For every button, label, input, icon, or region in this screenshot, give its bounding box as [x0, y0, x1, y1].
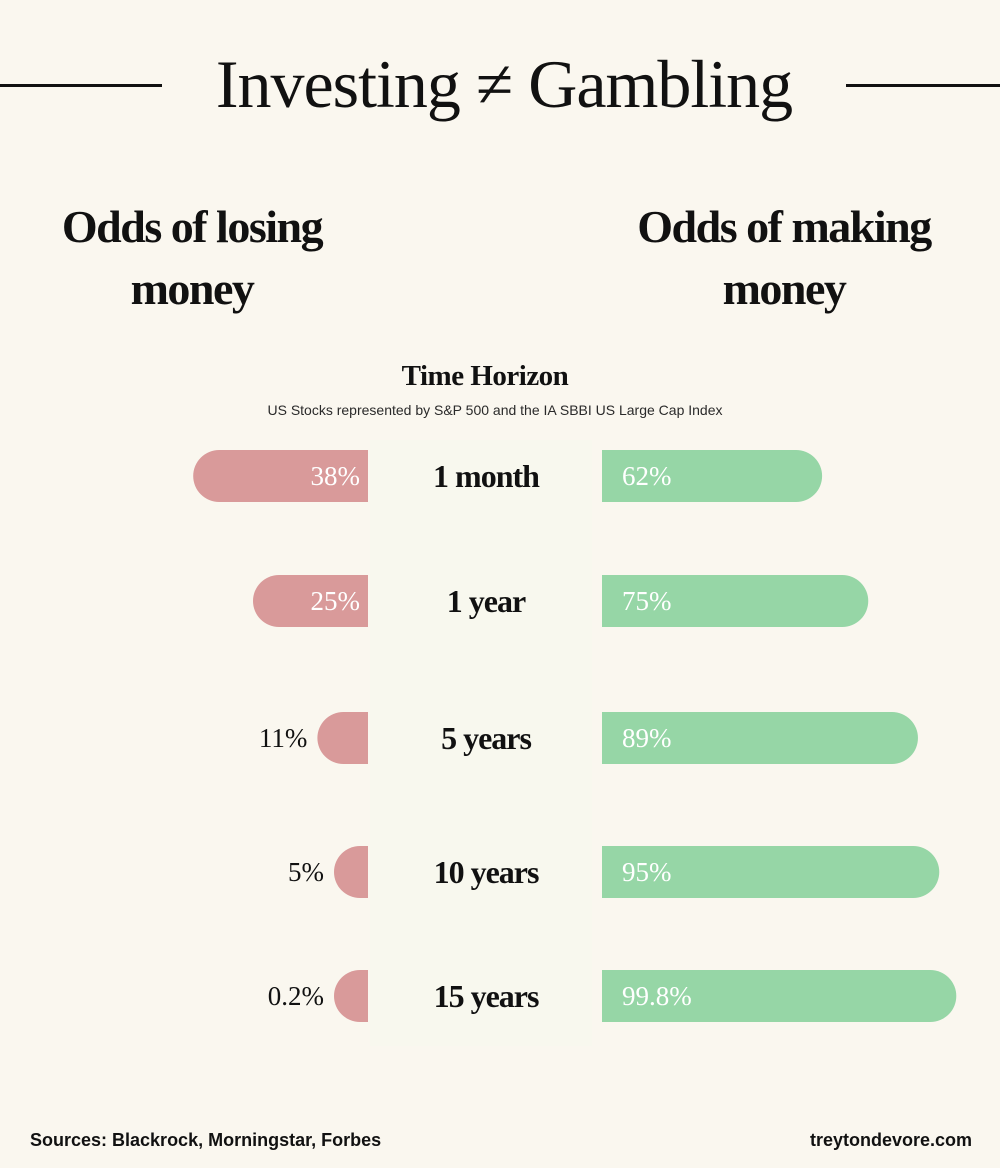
website-link[interactable]: treytondevore.com [809, 1130, 972, 1150]
making-bar [602, 712, 918, 764]
making-bar [602, 450, 823, 502]
title-rule-left [0, 84, 162, 87]
losing-value-label: 38% [311, 461, 361, 491]
making-money-heading: Odds of making money [637, 201, 932, 314]
time-horizon-label: 10 years [434, 854, 539, 890]
losing-bar [334, 846, 368, 898]
losing-value-label: 11% [259, 723, 308, 753]
losing-bar [193, 450, 368, 502]
losing-bar [317, 712, 368, 764]
making-bar [602, 970, 957, 1022]
center-label-band [370, 440, 592, 1046]
making-bar [602, 846, 940, 898]
title-rule-right [846, 84, 1000, 87]
losing-bar [334, 970, 368, 1022]
losing-value-label: 5% [288, 857, 324, 887]
time-horizon-label: 5 years [441, 720, 531, 756]
sources-text: Sources: Blackrock, Morningstar, Forbes [30, 1130, 382, 1150]
time-horizon-label: 1 month [433, 458, 540, 494]
time-horizon-label: 15 years [434, 978, 539, 1014]
losing-bar [253, 575, 368, 627]
making-value-label: 99.8% [622, 981, 692, 1011]
page-title: Investing ≠ Gambling [215, 46, 793, 122]
losing-value-label: 25% [311, 586, 361, 616]
index-subtitle: US Stocks represented by S&P 500 and the… [267, 402, 723, 418]
time-horizon-label: 1 year [447, 583, 526, 619]
losing-money-heading: Odds of losing money [61, 201, 324, 314]
making-value-label: 62% [622, 461, 672, 491]
making-bar [602, 575, 869, 627]
time-horizon-title: Time Horizon [401, 360, 569, 392]
making-value-label: 75% [622, 586, 672, 616]
making-value-label: 95% [622, 857, 672, 887]
making-value-label: 89% [622, 723, 672, 753]
losing-value-label: 0.2% [268, 981, 324, 1011]
